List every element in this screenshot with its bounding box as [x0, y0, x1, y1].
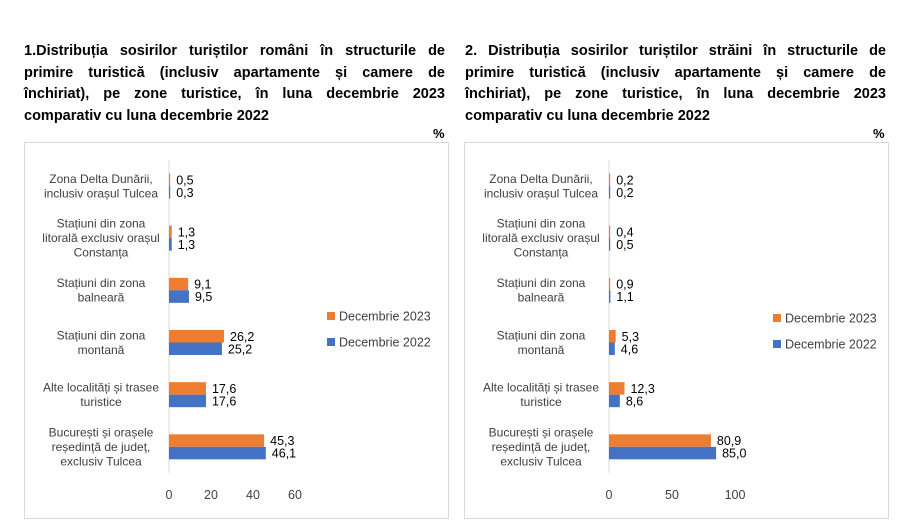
data-label: 4,6	[621, 342, 638, 356]
category-label: Constanța	[514, 246, 569, 260]
data-label: 45,3	[270, 434, 294, 448]
data-label: 1,3	[178, 238, 195, 252]
legend-swatch	[773, 314, 781, 322]
data-label: 25,2	[228, 342, 252, 356]
legend-label: Decembrie 2023	[785, 312, 877, 326]
category-label: exclusiv Tulcea	[500, 454, 582, 468]
data-label: 0,5	[176, 173, 193, 187]
chart-2-unit: %	[873, 126, 885, 141]
data-label: 5,3	[622, 330, 639, 344]
bar-dec-2023	[169, 434, 265, 447]
category-label: Zona Delta Dunării,	[489, 172, 592, 186]
data-label: 80,9	[717, 434, 741, 448]
chart-1-plot: Zona Delta Dunării,inclusiv orașul Tulce…	[42, 160, 431, 502]
category-label: inclusiv orașul Tulcea	[484, 186, 598, 200]
legend-label: Decembrie 2022	[785, 338, 877, 352]
legend-swatch	[773, 340, 781, 348]
category-label: litorală exclusiv orașul	[42, 231, 159, 245]
category-label: Stațiuni din zona	[497, 328, 586, 342]
category-label: reședință de județ,	[52, 440, 151, 454]
chart-1-title: 1.Distribuția sosirilor turiștilor român…	[24, 43, 445, 124]
x-tick-label: 0	[166, 488, 173, 502]
data-label: 17,6	[212, 394, 236, 408]
data-label: 0,2	[616, 173, 633, 187]
category-label: inclusiv orașul Tulcea	[44, 186, 158, 200]
category-label: exclusiv Tulcea	[60, 454, 142, 468]
data-label: 9,5	[195, 290, 212, 304]
data-label: 0,5	[616, 238, 633, 252]
legend-swatch	[327, 312, 335, 320]
category-label: balneară	[78, 291, 125, 305]
category-label: Stațiuni din zona	[57, 217, 146, 231]
data-label: 12,3	[630, 382, 654, 396]
category-label: balneară	[518, 291, 565, 305]
bar-dec-2022	[609, 394, 620, 408]
bar-dec-2022	[609, 186, 611, 199]
data-label: 9,1	[194, 278, 211, 292]
bar-dec-2022	[169, 394, 206, 408]
data-label: 17,6	[212, 382, 236, 396]
bar-dec-2023	[609, 330, 616, 343]
category-label: Stațiuni din zona	[57, 276, 146, 290]
bar-dec-2023	[609, 382, 625, 395]
legend-label: Decembrie 2022	[339, 336, 431, 350]
data-label: 0,3	[176, 186, 193, 200]
chart-1-unit: %	[433, 126, 445, 141]
bar-dec-2022	[169, 342, 222, 356]
data-label: 1,3	[178, 225, 195, 239]
category-label: Stațiuni din zona	[57, 328, 146, 342]
chart-2-frame: Zona Delta Dunării, inclusiv orașul Tulce…	[464, 142, 889, 519]
bar-dec-2022	[169, 290, 189, 303]
bar-dec-2023	[609, 277, 611, 291]
bar-dec-2023	[609, 173, 611, 186]
category-label: Stațiuni din zona	[497, 217, 586, 231]
data-label: 0,9	[616, 278, 633, 292]
chart-2-plot: Zona Delta Dunării,inclusiv orașul Tulce…	[482, 160, 877, 502]
bar-dec-2022	[609, 238, 611, 251]
bar-dec-2023	[609, 434, 711, 447]
bar-dec-2022	[169, 238, 172, 251]
legend-swatch	[327, 338, 335, 346]
chart-1-frame: Zona Delta Dunării, inclusiv orașul Tulce…	[24, 142, 449, 519]
category-label: București și orașele	[489, 425, 594, 439]
category-label: Stațiuni din zona	[497, 276, 586, 290]
category-label: litorală exclusiv orașul	[482, 231, 599, 245]
category-label: montană	[518, 343, 565, 357]
bar-dec-2023	[609, 225, 611, 239]
x-tick-label: 0	[606, 488, 613, 502]
bar-dec-2022	[609, 446, 717, 460]
data-label: 46,1	[272, 447, 296, 461]
bar-dec-2022	[169, 186, 171, 199]
bar-dec-2023	[169, 382, 206, 395]
data-label: 85,0	[722, 447, 746, 461]
legend-label: Decembrie 2023	[339, 310, 431, 324]
x-tick-label: 20	[204, 488, 218, 502]
bar-dec-2023	[169, 277, 189, 291]
category-label: turistice	[80, 395, 122, 409]
bar-dec-2023	[169, 330, 225, 343]
x-tick-label: 50	[665, 488, 679, 502]
category-label: reședință de județ,	[492, 440, 591, 454]
data-label: 0,2	[616, 186, 633, 200]
data-label: 1,1	[616, 290, 633, 304]
x-tick-label: 100	[725, 488, 746, 502]
category-label: București și orașele	[49, 425, 154, 439]
category-label: Alte localități și trasee	[43, 380, 159, 394]
chart-2-title: 2. Distribuția sosirilor turiștilor stră…	[465, 43, 886, 124]
bar-dec-2022	[609, 342, 615, 356]
bar-dec-2023	[169, 225, 172, 239]
data-label: 26,2	[230, 330, 254, 344]
category-label: Alte localități și trasee	[483, 380, 599, 394]
data-label: 8,6	[626, 394, 643, 408]
bar-dec-2022	[169, 446, 266, 460]
bar-dec-2023	[169, 173, 171, 186]
category-label: turistice	[520, 395, 562, 409]
x-tick-label: 60	[288, 488, 302, 502]
data-label: 0,4	[616, 225, 633, 239]
category-label: montană	[78, 343, 125, 357]
bar-dec-2022	[609, 290, 611, 303]
category-label: Constanța	[74, 246, 129, 260]
category-label: Zona Delta Dunării,	[49, 172, 152, 186]
x-tick-label: 40	[246, 488, 260, 502]
